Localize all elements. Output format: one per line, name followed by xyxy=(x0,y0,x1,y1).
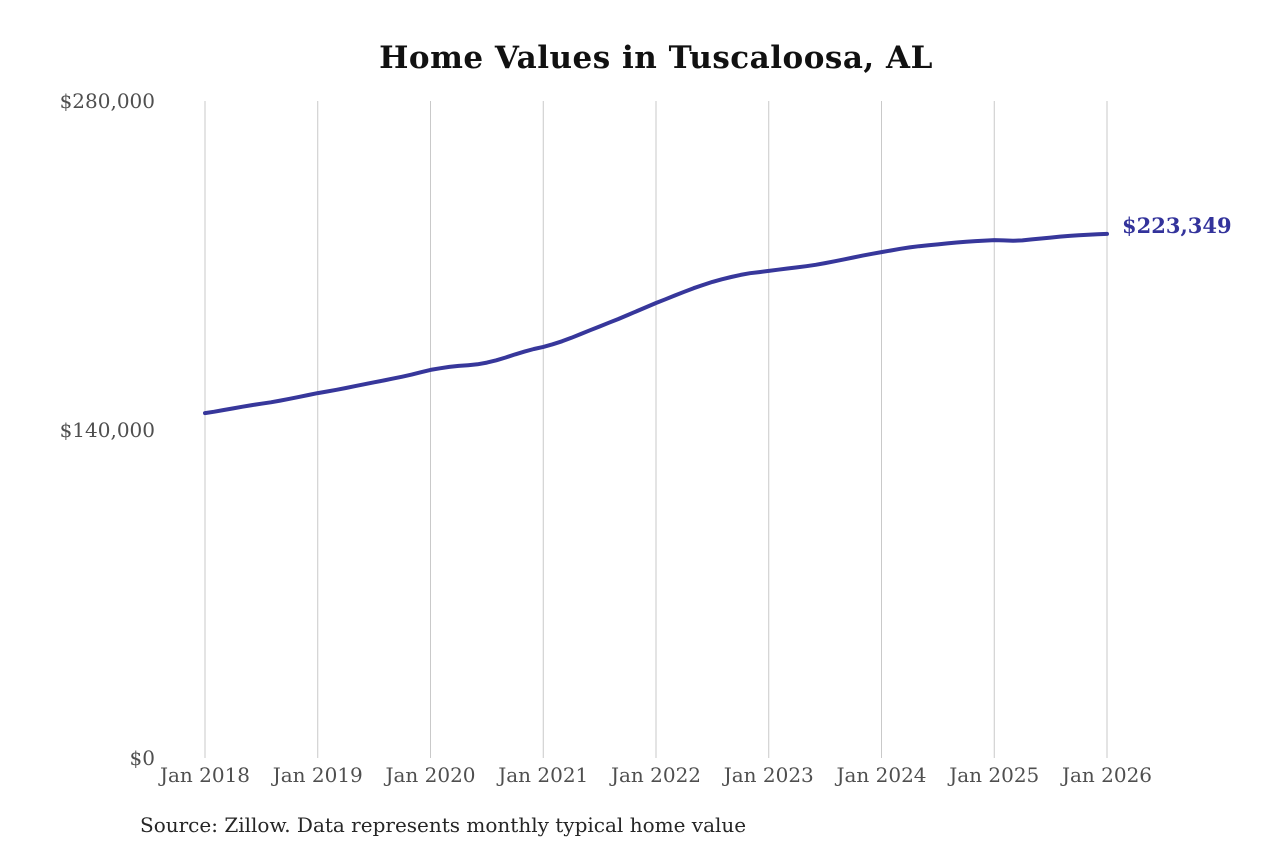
x-tick-label: Jan 2021 xyxy=(498,763,589,787)
latest-value-label: $223,349 xyxy=(1122,213,1232,238)
x-tick-label: Jan 2018 xyxy=(159,763,251,787)
x-tick-label: Jan 2025 xyxy=(949,763,1040,787)
y-tick-label: $280,000 xyxy=(59,89,155,113)
x-tick-label: Jan 2023 xyxy=(723,763,814,787)
x-tick-label: Jan 2024 xyxy=(836,763,927,787)
x-tick-label: Jan 2020 xyxy=(385,763,476,787)
y-tick-label: $0 xyxy=(129,746,155,770)
source-note: Source: Zillow. Data represents monthly … xyxy=(140,813,747,837)
gridlines xyxy=(204,101,1108,758)
x-tick-label: Jan 2026 xyxy=(1061,763,1153,787)
x-tick-label: Jan 2022 xyxy=(610,763,702,787)
y-tick-label: $140,000 xyxy=(59,417,155,442)
chart-title: Home Values in Tuscaloosa, AL xyxy=(379,40,933,76)
home-value-line xyxy=(203,231,1109,416)
x-tick-label: Jan 2019 xyxy=(272,763,363,787)
